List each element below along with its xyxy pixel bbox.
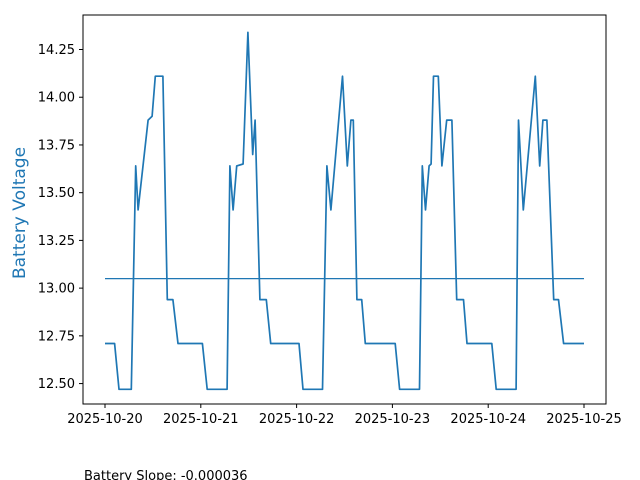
slope-text: Battery Slope: -0.000036: [84, 469, 248, 480]
y-tick-label: 12.75: [38, 329, 75, 344]
axis-ticks: 12.50 12.75 13.00 13.25 13.50 13.75 14.00 14.25…: [38, 43, 622, 427]
x-tick-label: 2025-10-20: [67, 412, 143, 427]
y-tick-label: 12.50: [38, 377, 75, 392]
y-tick-label: 13.50: [38, 186, 75, 201]
y-tick-label: 13.75: [38, 138, 75, 153]
x-tick-label: 2025-10-24: [450, 412, 526, 427]
battery-voltage-line: [105, 31, 584, 391]
y-tick-label: 13.00: [38, 282, 75, 297]
y-tick-label: 14.25: [38, 43, 75, 58]
y-axis-label: Battery Voltage: [10, 147, 30, 279]
plot-frame: [82, 14, 607, 405]
footer-stats: Battery Slope: -0.000036 Battery Min: 12…: [84, 433, 356, 480]
x-tick-label: 2025-10-22: [259, 412, 335, 427]
y-tick-label: 13.25: [38, 234, 75, 249]
x-tick-label: 2025-10-25: [546, 412, 622, 427]
x-tick-label: 2025-10-23: [355, 412, 431, 427]
data-series: [105, 31, 584, 391]
y-tick-label: 14.00: [38, 91, 75, 106]
x-tick-label: 2025-10-21: [163, 412, 239, 427]
